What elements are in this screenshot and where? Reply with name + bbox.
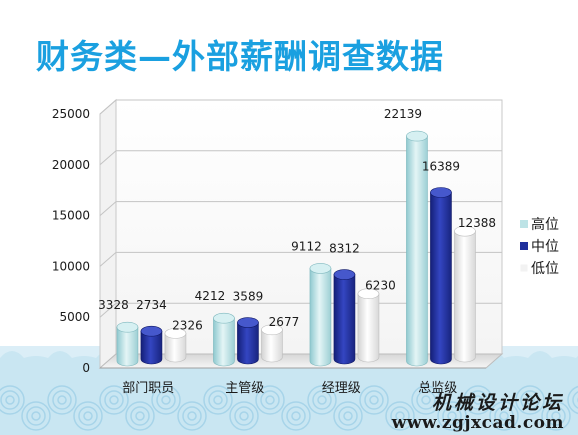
- legend-swatch: [519, 263, 529, 273]
- data-label: 22139: [384, 107, 422, 121]
- bar: [309, 263, 332, 367]
- bar: [140, 325, 163, 365]
- y-tick-label: 15000: [52, 209, 90, 223]
- legend-label: 低位: [531, 261, 559, 277]
- bar: [357, 288, 380, 363]
- data-label: 8312: [329, 242, 360, 256]
- bar: [333, 269, 356, 365]
- bar: [213, 312, 235, 367]
- gridline: [99, 251, 502, 267]
- y-tick-label: 25000: [52, 107, 90, 121]
- data-label: 2677: [269, 315, 300, 329]
- bar: [261, 324, 283, 363]
- bar: [406, 130, 428, 367]
- y-tick-label: 10000: [52, 259, 90, 273]
- gridline: [99, 99, 502, 115]
- category-label: 部门职员: [122, 381, 174, 396]
- bar: [116, 321, 139, 367]
- data-label: 12388: [458, 216, 496, 230]
- legend-label: 中位: [531, 239, 559, 255]
- bars: [116, 130, 476, 367]
- watermark-text: 机械设计论坛: [431, 392, 564, 414]
- slide-title: 财务类—外部薪酬调查数据: [36, 37, 444, 76]
- data-label: 4212: [195, 289, 226, 303]
- y-axis-tick-labels: 0 5000 10000 15000 20000 25000: [52, 107, 90, 375]
- legend-swatch: [520, 220, 528, 228]
- data-label: 3328: [98, 298, 129, 312]
- category-label: 主管级: [225, 381, 264, 396]
- legend-label: 高位: [531, 216, 559, 233]
- plot-walls: [98, 98, 504, 370]
- gridline: [99, 150, 502, 166]
- y-tick-label: 0: [82, 361, 90, 375]
- data-label: 2326: [172, 318, 203, 332]
- legend-swatch: [520, 242, 528, 250]
- watermark: 机械设计论坛 www.zgjxcad.com: [392, 388, 564, 433]
- y-tick-label: 5000: [59, 310, 90, 324]
- data-label: 9112: [291, 239, 322, 253]
- bar: [164, 328, 187, 363]
- y-tick-label: 20000: [52, 158, 90, 172]
- data-label: 16389: [422, 159, 460, 173]
- gridline: [99, 201, 502, 216]
- bar: [430, 187, 452, 365]
- data-label: 3589: [233, 290, 264, 304]
- data-label: 2734: [136, 298, 167, 312]
- bar: [237, 317, 259, 365]
- data-label: 6230: [365, 279, 396, 293]
- data-labels: 3328 2734 2326 4212 3589 2677 9112 8312 6230 2213…: [98, 107, 496, 332]
- category-label: 总监级: [418, 381, 457, 396]
- watermark-url: www.zgjxcad.com: [391, 413, 564, 433]
- bar: [454, 225, 476, 363]
- category-labels: 部门职员 主管级 经理级 总监级: [122, 381, 457, 396]
- category-label: 经理级: [322, 381, 361, 396]
